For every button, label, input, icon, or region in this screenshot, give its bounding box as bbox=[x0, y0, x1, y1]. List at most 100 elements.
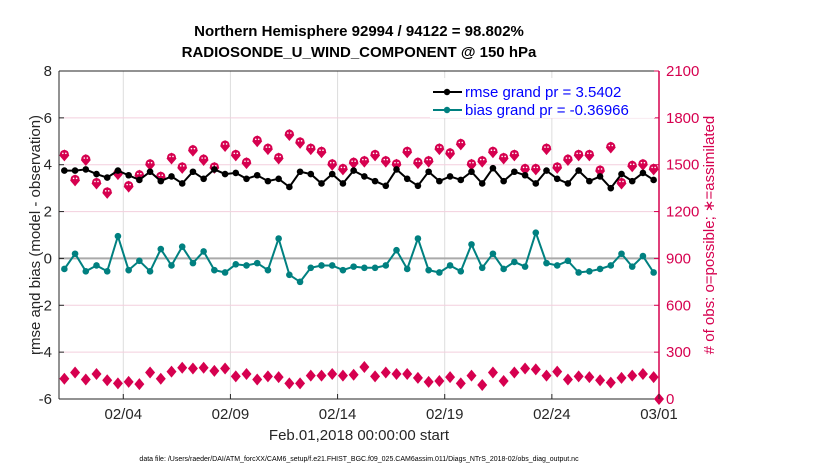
bias-point bbox=[478, 264, 486, 272]
obs-assimilated-marker bbox=[177, 361, 188, 374]
y-tick-label: 4 bbox=[44, 157, 52, 174]
obs-assimilated-marker bbox=[380, 366, 391, 379]
bias-point bbox=[425, 266, 432, 274]
bias-point bbox=[318, 262, 325, 269]
legend: rmse grand pr = 3.5402 bias grand pr = -… bbox=[430, 78, 655, 119]
obs-assimilated-marker bbox=[123, 375, 134, 388]
bias-point bbox=[103, 268, 111, 275]
rmse-point bbox=[403, 175, 411, 183]
obs-assimilated-marker bbox=[316, 369, 327, 382]
obs-assimilated-marker bbox=[552, 365, 563, 378]
rmse-point bbox=[564, 180, 572, 187]
obs-assimilated-marker bbox=[562, 373, 573, 386]
rmse-point bbox=[243, 175, 250, 183]
rmse-point bbox=[639, 169, 647, 177]
obs-assimilated-marker bbox=[487, 366, 498, 379]
rmse-point bbox=[361, 173, 368, 180]
y-right-tick-label: 0 bbox=[666, 391, 674, 408]
bias-point bbox=[596, 265, 604, 273]
obs-assimilated-marker bbox=[595, 374, 606, 387]
rmse-point bbox=[339, 180, 347, 187]
obs-assimilated-marker bbox=[70, 366, 81, 379]
rmse-point bbox=[82, 166, 90, 173]
obs-possible-marker bbox=[198, 154, 209, 167]
bias-line bbox=[63, 229, 655, 284]
bias-point bbox=[157, 245, 165, 253]
obs-assimilated-marker bbox=[284, 377, 295, 390]
rmse-point bbox=[478, 180, 486, 187]
bias-point bbox=[328, 262, 336, 269]
obs-possible-marker bbox=[627, 160, 638, 173]
bias-point bbox=[125, 266, 132, 274]
rmse-point bbox=[575, 167, 582, 174]
y-axis-label: rmse and bias (model - observation) bbox=[27, 115, 44, 355]
obs-possible-marker bbox=[295, 136, 306, 149]
obs-possible-marker bbox=[637, 158, 648, 171]
rmse-point bbox=[211, 166, 218, 173]
rmse-point bbox=[318, 180, 325, 187]
bias-point bbox=[361, 264, 368, 272]
rmse-point bbox=[543, 167, 550, 174]
obs-assimilated-marker bbox=[198, 361, 209, 374]
rmse-point bbox=[521, 171, 529, 179]
bias-point bbox=[586, 268, 593, 275]
bias-point bbox=[500, 265, 507, 273]
bias-point bbox=[393, 246, 400, 254]
rmse-point bbox=[168, 173, 175, 180]
legend-bias-marker bbox=[443, 106, 451, 114]
obs-assimilated-marker bbox=[412, 371, 423, 384]
obs-assimilated-marker bbox=[155, 372, 166, 385]
rmse-point bbox=[436, 177, 443, 185]
rmse-point bbox=[596, 173, 604, 180]
x-tick-label: 02/24 bbox=[533, 406, 571, 423]
obs-possible-marker bbox=[509, 149, 520, 162]
rmse-point bbox=[232, 169, 240, 177]
bias-point bbox=[168, 262, 175, 269]
obs-assimilated-marker bbox=[509, 366, 520, 379]
legend-rmse-label: rmse grand pr = 3.5402 bbox=[465, 84, 621, 101]
rmse-point bbox=[328, 170, 336, 178]
obs-possible-marker bbox=[616, 177, 627, 190]
bias-point bbox=[446, 262, 454, 269]
rmse-point bbox=[650, 176, 657, 184]
bias-point bbox=[511, 258, 518, 266]
tick-labels: 8 6 4 2 0 -2 -4 -6 2100 1800 1500 1200 900 600 300 0 02/… bbox=[39, 63, 700, 423]
bias-point bbox=[521, 263, 529, 270]
obs-assimilated-marker bbox=[466, 369, 477, 382]
obs-assimilated-marker bbox=[520, 362, 531, 375]
obs-assimilated-marker bbox=[498, 375, 509, 388]
axes bbox=[58, 70, 660, 400]
obs-possible-marker bbox=[337, 163, 348, 176]
rmse-point bbox=[414, 182, 422, 190]
obs-assimilated-marker bbox=[273, 371, 284, 384]
obs-assimilated-marker bbox=[637, 368, 648, 381]
bias-point bbox=[275, 235, 282, 242]
y-tick-label: -4 bbox=[39, 344, 52, 361]
rmse-point bbox=[532, 180, 540, 187]
rmse-point bbox=[275, 175, 282, 183]
x-tick-label: 02/09 bbox=[212, 406, 250, 423]
rmse-point bbox=[628, 177, 636, 185]
bias-point bbox=[489, 250, 497, 258]
obs-assimilated-marker bbox=[187, 362, 198, 375]
y-tick-label: 6 bbox=[44, 110, 52, 127]
obs-assimilated-marker bbox=[359, 360, 370, 373]
legend-box bbox=[430, 78, 655, 118]
bias-point bbox=[232, 260, 240, 268]
obs-assimilated-marker bbox=[230, 370, 241, 383]
y-right-tick-label: 2100 bbox=[666, 63, 699, 80]
obs-possible-marker bbox=[595, 164, 606, 177]
y-right-tick-label: 1800 bbox=[666, 110, 699, 127]
obs-assimilated-marker bbox=[348, 368, 359, 381]
rmse-point bbox=[286, 183, 293, 191]
obs-possible-marker bbox=[348, 157, 359, 170]
obs-possible-marker bbox=[402, 146, 413, 159]
obs-possible-marker bbox=[80, 154, 91, 167]
rmse-point bbox=[393, 166, 400, 173]
obs-assimilated-marker bbox=[220, 362, 231, 375]
obs-assimilated-marker bbox=[295, 377, 306, 390]
obs-assimilated-marker bbox=[648, 371, 659, 384]
bias-point bbox=[286, 271, 293, 279]
obs-possible-marker bbox=[445, 147, 456, 160]
